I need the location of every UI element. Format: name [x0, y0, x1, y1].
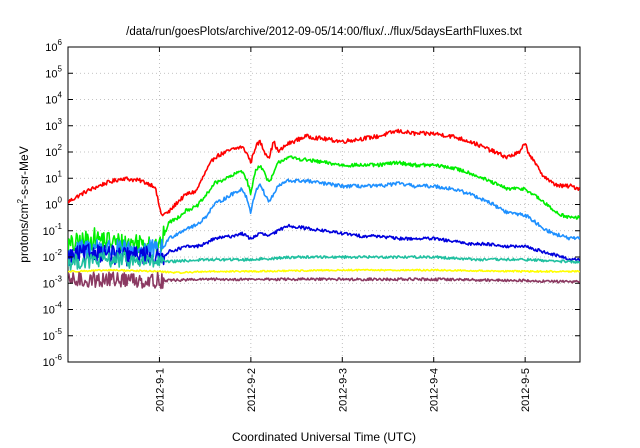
y-tick-label: 102: [45, 143, 62, 159]
x-axis-label: Coordinated Universal Time (UTC): [232, 430, 416, 444]
grid-layer: [68, 47, 580, 362]
x-tick-label: 2012-9-4: [429, 368, 441, 412]
y-tick-label: 103: [45, 117, 62, 133]
y-tick-label: 105: [45, 64, 62, 80]
series-line: [68, 251, 580, 271]
y-tick-label: 10-2: [43, 248, 63, 264]
y-tick-label: 104: [45, 91, 62, 107]
y-tick-label: 106: [45, 38, 62, 54]
chart-title: /data/run/goesPlots/archive/2012-09-05/1…: [126, 26, 522, 38]
series-line: [68, 155, 580, 256]
tick-layer: 106 105 104 103 102 101 100 10-1 10-2 10-3 10-4 10-…: [43, 38, 580, 412]
y-tick-label: 10-4: [43, 301, 63, 317]
y-tick-label: 10-3: [43, 274, 63, 290]
y-tick-label: 10-5: [43, 327, 63, 343]
y-axis-label: protons/cm2-s-sr-MeV: [16, 146, 31, 262]
series-line: [68, 271, 580, 290]
series-line: [68, 268, 580, 275]
y-tick-label: 101: [45, 169, 62, 185]
series-line: [68, 128, 580, 217]
x-tick-label: 2012-9-2: [246, 368, 258, 412]
y-tick-label: 100: [45, 196, 62, 212]
y-tick-label: 10-6: [43, 353, 63, 369]
y-axis-label-sup: 2: [16, 198, 25, 203]
x-tick-label: 2012-9-3: [337, 368, 349, 412]
series-layer: [68, 128, 580, 290]
x-tick-label: 2012-9-1: [154, 368, 166, 412]
y-axis-label-pre: protons/cm: [17, 203, 31, 262]
y-axis-label-post: -s-sr-MeV: [17, 146, 31, 199]
x-tick-label: 2012-9-5: [520, 368, 532, 412]
y-tick-label: 10-1: [43, 222, 63, 238]
